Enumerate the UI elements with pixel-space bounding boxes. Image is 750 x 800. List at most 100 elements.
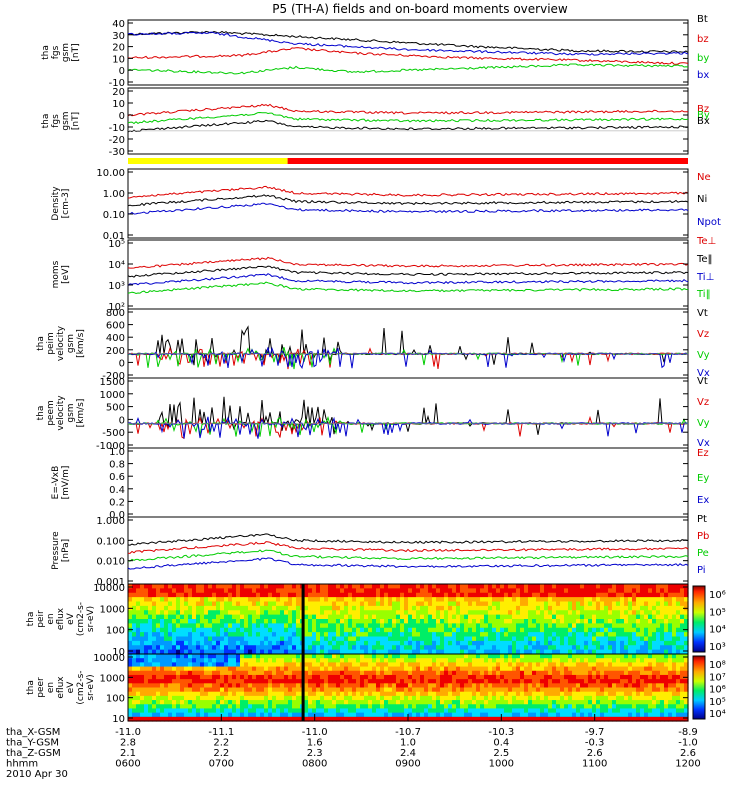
spectrogram-cell — [536, 601, 541, 607]
spectrogram-cell — [316, 658, 321, 663]
spectrogram-cell — [392, 584, 397, 589]
y-tick-label: 10⁵ — [108, 239, 125, 250]
spectrogram-cell — [224, 614, 229, 620]
spectrogram-cell — [184, 683, 189, 689]
spectrogram-cell — [540, 712, 545, 718]
spectrogram-cell — [608, 704, 613, 710]
spectrogram-cell — [240, 708, 245, 714]
spectrogram-cell — [544, 712, 549, 718]
spectrogram-cell — [404, 700, 409, 705]
spectrogram-cell — [420, 605, 425, 611]
spectrogram-cell — [208, 700, 213, 705]
spectrogram-cell — [296, 605, 301, 611]
spectrogram-cell — [604, 619, 609, 624]
spectrogram-cell — [316, 627, 321, 633]
spectrogram-cell — [512, 662, 517, 668]
spectrogram-cell — [604, 716, 609, 722]
spectrogram-cell — [228, 666, 233, 672]
spectrogram-cell — [176, 691, 181, 697]
spectrogram-cell — [640, 674, 645, 680]
spectrogram-cell — [460, 695, 465, 701]
spectrogram-cell — [192, 670, 197, 676]
spectrogram-cell — [140, 679, 145, 684]
spectrogram-cell — [624, 695, 629, 701]
spectrogram-cell — [544, 666, 549, 672]
spectrogram-cell — [224, 654, 229, 659]
spectrogram-cell — [500, 592, 505, 598]
spectrogram-cell — [172, 679, 177, 684]
spectrogram-cell — [152, 614, 157, 620]
spectrogram-cell — [508, 674, 513, 680]
spectrogram-cell — [552, 712, 557, 718]
spectrogram-cell — [324, 716, 329, 722]
spectrogram-cell — [388, 674, 393, 680]
spectrogram-cell — [676, 683, 681, 689]
spectrogram-cell — [556, 588, 561, 594]
spectrogram-cell — [368, 695, 373, 701]
spectrogram-cell — [448, 691, 453, 697]
spectrogram-cell — [380, 700, 385, 705]
spectrogram-cell — [548, 623, 553, 629]
spectrogram-cell — [560, 679, 565, 684]
spectrogram-cell — [632, 623, 637, 629]
spectrogram-cell — [532, 683, 537, 689]
spectrogram-cell — [352, 636, 357, 642]
spectrogram-cell — [292, 716, 297, 722]
spectrogram-cell — [496, 695, 501, 701]
spectrogram-cell — [528, 662, 533, 668]
spectrogram-cell — [148, 601, 153, 607]
legend-Bt: Bt — [697, 14, 708, 25]
spectrogram-cell — [648, 716, 653, 722]
spectrogram-cell — [508, 695, 513, 701]
spectrogram-cell — [624, 605, 629, 611]
spectrogram-cell — [192, 640, 197, 646]
spectrogram-cell — [436, 623, 441, 629]
spectrogram-cell — [144, 658, 149, 663]
series-line-By — [127, 111, 689, 125]
spectrogram-cell — [560, 704, 565, 710]
spectrogram-cell — [340, 691, 345, 697]
spectrogram-cell — [632, 601, 637, 607]
spectrogram-cell — [308, 632, 313, 638]
spectrogram-cell — [328, 704, 333, 710]
spectrogram-cell — [364, 683, 369, 689]
spectrogram-cell — [128, 704, 133, 710]
spectrogram-cell — [460, 610, 465, 616]
y-axis-label: tha fgs gsm [nT] — [41, 43, 81, 62]
spectrogram-cell — [624, 592, 629, 598]
spectrogram-cell — [496, 640, 501, 646]
spectrogram-cell — [472, 670, 477, 676]
spectrogram-cell — [156, 704, 161, 710]
spectrogram-cell — [184, 679, 189, 684]
spectrogram-cell — [264, 597, 269, 603]
spectrogram-cell — [596, 666, 601, 672]
spectrogram-cell — [516, 632, 521, 638]
spectrogram-cell — [412, 619, 417, 624]
spectrogram-cell — [424, 708, 429, 714]
spectrogram-cell — [396, 712, 401, 718]
spectrogram-cell — [388, 708, 393, 714]
spectrogram-cell — [388, 670, 393, 676]
spectrogram-cell — [496, 716, 501, 722]
spectrogram-cell — [524, 666, 529, 672]
spectrogram-cell — [296, 610, 301, 616]
spectrogram-cell — [268, 670, 273, 676]
spectrogram-cell — [296, 588, 301, 594]
spectrogram-cell — [684, 645, 689, 651]
colorbar-tick-label: 10⁶ — [709, 685, 726, 696]
spectrogram-cell — [440, 623, 445, 629]
spectrogram-cell — [544, 627, 549, 633]
spectrogram-cell — [248, 597, 253, 603]
spectrogram-cell — [224, 662, 229, 668]
spectrogram-cell — [528, 597, 533, 603]
spectrogram-cell — [204, 610, 209, 616]
spectrogram-cell — [288, 588, 293, 594]
spectrogram-cell — [428, 605, 433, 611]
spectrogram-cell — [508, 708, 513, 714]
spectrogram-cell — [236, 632, 241, 638]
spectrogram-cell — [656, 691, 661, 697]
spectrogram-cell — [140, 597, 145, 603]
y-axis-label: tha fgs gsm [nT] — [41, 111, 81, 130]
spectrogram-cell — [456, 708, 461, 714]
spectrogram-cell — [600, 636, 605, 642]
